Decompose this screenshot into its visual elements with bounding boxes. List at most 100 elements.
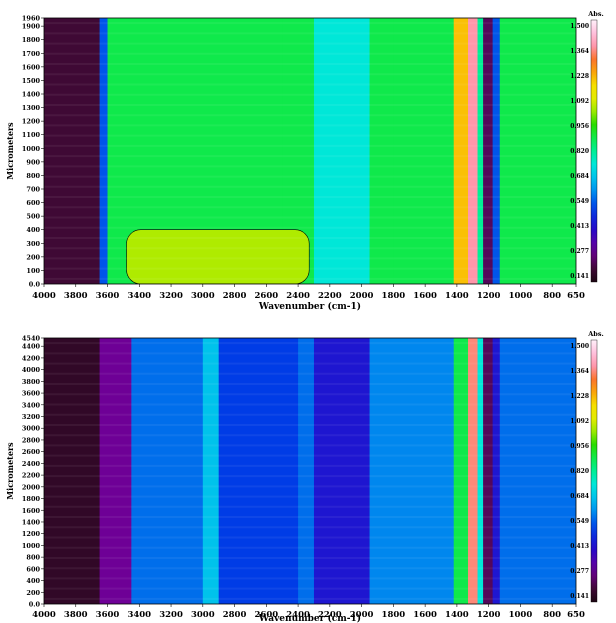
absorbance-band [468, 338, 479, 604]
colorbar-tick-label: 0.549 [570, 518, 589, 525]
absorbance-band [492, 338, 501, 604]
x-tick-label: 2800 [223, 291, 247, 301]
y-tick-label: 800 [26, 554, 40, 562]
colorbar [590, 339, 598, 603]
x-tick-label: 2400 [286, 291, 310, 301]
y-tick-label: 3000 [22, 425, 41, 433]
y-tick-label: 300 [26, 240, 40, 248]
absorbance-band [131, 338, 204, 604]
colorbar-tick-label: 0.956 [570, 123, 589, 130]
colorbar-tick-label: 0.413 [570, 543, 589, 550]
x-tick-label: 3000 [191, 291, 215, 301]
y-tick-label: 2800 [22, 436, 41, 444]
y-tick-label: 0.0 [29, 281, 41, 289]
absorbance-band [313, 338, 371, 604]
y-tick-label: 4540 [22, 335, 41, 343]
x-tick-label: 1400 [445, 610, 469, 620]
y-tick-label: 800 [26, 172, 40, 180]
y-tick-label: 1900 [22, 23, 41, 31]
x-tick-label: 3800 [64, 610, 88, 620]
x-tick-label: 3200 [159, 610, 183, 620]
colorbar-tick-label: 0.820 [570, 148, 589, 155]
y-tick-label: 1800 [22, 36, 41, 44]
colorbar-tick-label: 1.364 [570, 368, 589, 375]
x-tick-label: 1200 [477, 291, 501, 301]
y-axis-label: Micrometers [5, 442, 15, 500]
x-tick-label: 1400 [445, 291, 469, 301]
x-tick-label: 3600 [96, 610, 120, 620]
colorbar-tick-label: 1.500 [570, 343, 589, 350]
x-tick-label: 2200 [318, 291, 342, 301]
y-tick-label: 200 [26, 253, 40, 261]
colorbar-tick-label: 0.277 [570, 568, 589, 575]
x-tick-label: 2000 [350, 291, 374, 301]
y-tick-label: 1200 [22, 118, 41, 126]
y-tick-label: 600 [26, 199, 40, 207]
y-tick-label: 1960 [22, 15, 41, 23]
colorbar-tick-label: 0.820 [570, 468, 589, 475]
y-tick-label: 100 [26, 267, 40, 275]
absorbance-band [44, 18, 101, 284]
absorbance-band [492, 18, 501, 284]
y-tick-label: 2600 [22, 448, 41, 456]
colorbar-tick-label: 0.956 [570, 443, 589, 450]
absorbance-band [99, 338, 132, 604]
absorbance-band [393, 18, 455, 284]
y-tick-label: 200 [26, 589, 40, 597]
y-tick-label: 2200 [22, 472, 41, 480]
heatmap-panel-2: 4000 3800 3600 3400 3200 3000 2800 2600 2400 2200… [5, 330, 604, 623]
x-tick-label: 3600 [96, 291, 120, 301]
absorbance-band [468, 18, 479, 284]
colorbar-title: Abs. [587, 10, 604, 18]
y-tick-label: 1200 [22, 530, 41, 538]
colorbar-tick-label: 1.500 [570, 23, 589, 30]
colorbar-tick-label: 1.364 [570, 48, 589, 55]
y-tick-label: 900 [26, 158, 40, 166]
y-tick-label: 1800 [22, 495, 41, 503]
heatmap-panel-1: 4000 3800 3600 3400 3200 3000 2800 2600 2400 2200… [5, 10, 604, 312]
y-tick-label: 1300 [22, 104, 41, 112]
colorbar-tick-label: 1.228 [570, 393, 589, 400]
colorbar-tick-label: 0.684 [570, 493, 589, 500]
colorbar-tick-label: 1.092 [570, 418, 589, 425]
absorbance-band [369, 18, 394, 284]
absorbance-band [499, 18, 576, 284]
absorbance-band [369, 338, 455, 604]
x-tick-label: 2800 [223, 610, 247, 620]
x-tick-label: 3200 [159, 291, 183, 301]
y-tick-label: 2000 [22, 483, 41, 491]
absorbance-band [202, 338, 220, 604]
x-tick-label: 2600 [254, 610, 278, 620]
x-tick-label: 3000 [191, 610, 215, 620]
x-tick-label: 650 [567, 291, 585, 301]
x-tick-label: 800 [543, 610, 561, 620]
x-tick-label: 800 [543, 291, 561, 301]
y-tick-label: 1500 [22, 77, 41, 85]
x-tick-label: 3400 [127, 610, 151, 620]
absorbance-band [499, 338, 576, 604]
colorbar-tick-label: 0.141 [570, 273, 589, 280]
y-tick-label: 3400 [22, 401, 41, 409]
absorbance-band [313, 18, 371, 284]
colorbar-tick-label: 0.277 [570, 248, 589, 255]
absorbance-band [477, 18, 484, 284]
colorbar-tick-label: 1.228 [570, 73, 589, 80]
y-tick-label: 1400 [22, 91, 41, 99]
absorbance-band [44, 338, 101, 604]
y-tick-label: 600 [26, 565, 40, 573]
y-tick-label: 4200 [22, 354, 41, 362]
absorbance-band [453, 338, 469, 604]
y-tick-label: 500 [26, 213, 40, 221]
y-tick-label: 4400 [22, 343, 41, 351]
x-axis-label: Wavenumber (cm-1) [258, 301, 361, 312]
x-tick-label: 2600 [254, 291, 278, 301]
colorbar-tick-label: 0.141 [570, 593, 589, 600]
y-tick-label: 3800 [22, 378, 41, 386]
absorbance-band [453, 18, 469, 284]
y-tick-label: 1700 [22, 50, 41, 58]
x-tick-label: 4000 [32, 291, 56, 301]
x-tick-label: 3800 [64, 291, 88, 301]
absorbance-band [298, 338, 315, 604]
y-tick-label: 1100 [22, 131, 41, 139]
